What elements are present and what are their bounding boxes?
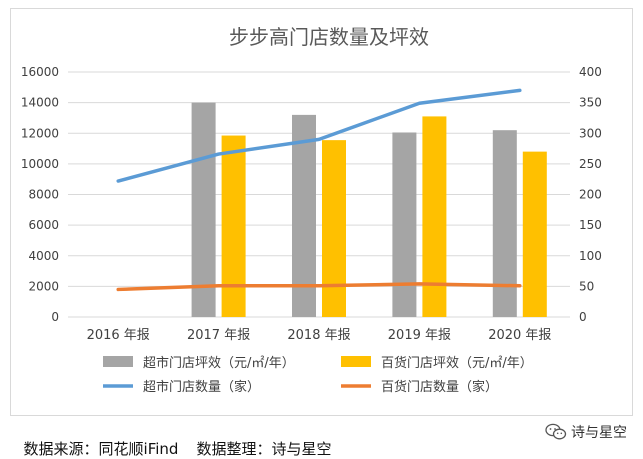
- brand: 诗与星空: [545, 420, 627, 444]
- data-compiler-text: 数据整理：诗与星空: [196, 440, 332, 458]
- y-left-tick-label: 14000: [21, 96, 59, 110]
- brand-label: 诗与星空: [571, 425, 627, 441]
- y-left-tick-label: 4000: [28, 249, 59, 263]
- chart-frame: 步步高门店数量及坪效 0 2000 4000 6000 8000 10000 12000 140…: [10, 8, 633, 416]
- bar: [492, 130, 517, 317]
- x-tick-label: 2019 年报: [388, 328, 451, 343]
- legend-swatch: [103, 356, 133, 367]
- y-left-tick-label: 16000: [21, 65, 59, 79]
- y-right-tick-label: 350: [579, 96, 602, 110]
- legend-label: 百货门店数量（家）: [381, 379, 498, 395]
- chart-svg: 步步高门店数量及坪效020004000600080001000012000140…: [21, 25, 602, 395]
- series-line: [116, 282, 522, 292]
- x-tick-label: 2018 年报: [287, 328, 350, 343]
- y-right-tick-label: 250: [579, 157, 602, 171]
- chart-title: 步步高门店数量及坪效: [229, 25, 429, 49]
- y-right-tick-label: 100: [579, 249, 602, 263]
- x-tick-label: 2016 年报: [87, 328, 150, 343]
- legend-swatch: [341, 356, 371, 367]
- x-tick-label: 2020 年报: [488, 328, 551, 343]
- y-left-tick-label: 10000: [21, 157, 59, 171]
- bar: [292, 114, 316, 317]
- y-left-tick-label: 6000: [28, 218, 59, 232]
- y-right-tick-label: 50: [579, 279, 594, 293]
- y-right-tick-label: 400: [579, 65, 602, 79]
- bar: [422, 116, 447, 317]
- y-right-tick-label: 0: [579, 310, 587, 324]
- wechat-icon: [545, 423, 567, 440]
- legend-label: 超市门店数量（家）: [143, 379, 260, 395]
- y-left-tick-label: 0: [51, 310, 59, 324]
- bar: [392, 132, 417, 317]
- y-left-tick-label: 8000: [28, 188, 59, 202]
- y-right-tick-label: 150: [579, 218, 602, 232]
- footer: 数据来源：同花顺iFind 数据整理：诗与星空: [14, 420, 349, 458]
- bar: [221, 135, 246, 317]
- bar: [191, 102, 216, 317]
- x-tick-label: 2017 年报: [187, 328, 250, 343]
- y-left-tick-label: 2000: [28, 279, 59, 293]
- legend-label: 超市门店坪效（元/㎡/年）: [143, 355, 295, 371]
- y-left-tick-label: 12000: [21, 126, 59, 140]
- y-right-tick-label: 200: [579, 188, 602, 202]
- legend-label: 百货门店坪效（元/㎡/年）: [381, 355, 533, 371]
- data-source-text: 数据来源：同花顺iFind: [23, 440, 179, 458]
- bar: [522, 151, 547, 317]
- y-right-tick-label: 300: [579, 126, 602, 140]
- bar: [322, 140, 346, 317]
- series-line: [116, 88, 522, 183]
